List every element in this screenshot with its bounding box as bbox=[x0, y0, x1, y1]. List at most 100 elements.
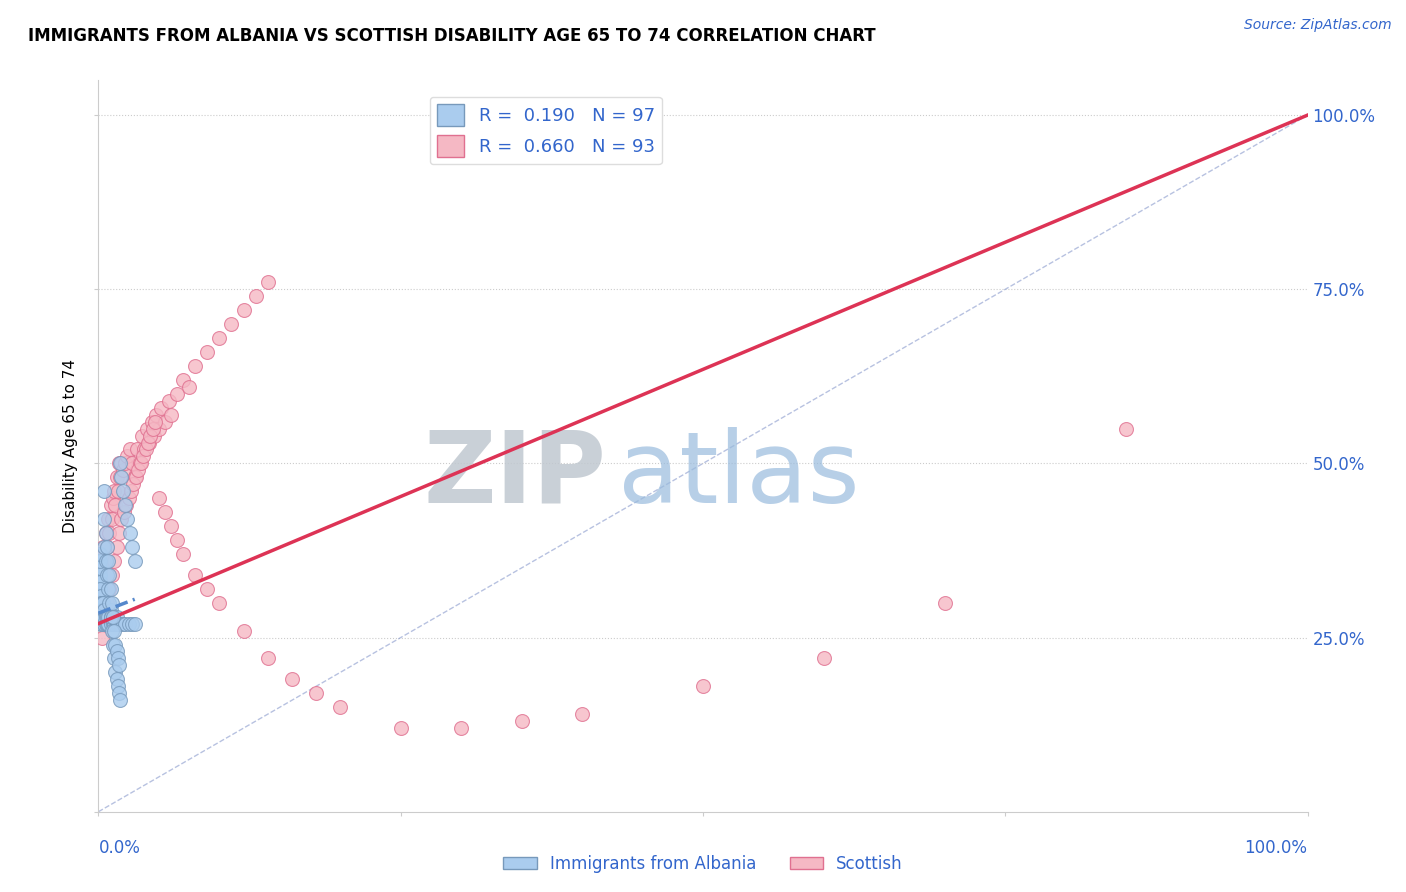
Point bbox=[112, 505, 135, 519]
Point bbox=[110, 512, 132, 526]
Point bbox=[89, 603, 111, 617]
Point bbox=[93, 609, 115, 624]
Point bbox=[143, 428, 166, 442]
Point bbox=[184, 567, 207, 582]
Point bbox=[221, 317, 243, 331]
Point bbox=[89, 589, 111, 603]
Point bbox=[89, 582, 111, 596]
Point bbox=[101, 609, 124, 624]
Point bbox=[135, 442, 157, 457]
Point bbox=[134, 442, 156, 457]
Point bbox=[90, 609, 112, 624]
Point bbox=[571, 707, 593, 722]
Point bbox=[93, 512, 115, 526]
Point bbox=[90, 596, 112, 610]
Point bbox=[90, 616, 112, 631]
Point bbox=[142, 421, 165, 435]
Point bbox=[172, 547, 194, 561]
Point bbox=[114, 616, 136, 631]
Point bbox=[256, 651, 278, 665]
Point bbox=[125, 470, 148, 484]
Point bbox=[117, 450, 139, 464]
Point bbox=[100, 616, 122, 631]
Point bbox=[91, 631, 114, 645]
Point bbox=[100, 567, 122, 582]
Point bbox=[179, 380, 201, 394]
Point bbox=[127, 442, 149, 457]
Point bbox=[121, 540, 143, 554]
Point bbox=[108, 457, 131, 471]
Point bbox=[128, 457, 150, 471]
Point bbox=[150, 401, 173, 415]
Point bbox=[389, 721, 412, 735]
Point bbox=[91, 596, 114, 610]
Point bbox=[1115, 421, 1137, 435]
Point bbox=[94, 616, 117, 631]
Point bbox=[104, 665, 127, 680]
Point bbox=[692, 679, 714, 693]
Point bbox=[100, 609, 122, 624]
Point bbox=[107, 651, 129, 665]
Point bbox=[101, 638, 124, 652]
Point bbox=[110, 457, 132, 471]
Point bbox=[105, 644, 128, 658]
Point bbox=[91, 596, 114, 610]
Point bbox=[97, 616, 120, 631]
Point bbox=[98, 526, 121, 541]
Point bbox=[89, 561, 111, 575]
Point bbox=[114, 498, 136, 512]
Point bbox=[245, 289, 267, 303]
Point bbox=[96, 540, 118, 554]
Point bbox=[153, 505, 176, 519]
Point bbox=[148, 491, 170, 506]
Point bbox=[108, 457, 131, 471]
Point bbox=[97, 609, 120, 624]
Point bbox=[89, 567, 111, 582]
Point bbox=[122, 477, 145, 491]
Point bbox=[87, 582, 110, 596]
Point bbox=[91, 603, 114, 617]
Point bbox=[87, 596, 110, 610]
Point bbox=[87, 554, 110, 568]
Point bbox=[89, 554, 111, 568]
Point bbox=[124, 470, 146, 484]
Point bbox=[107, 484, 129, 499]
Point bbox=[129, 457, 152, 471]
Point bbox=[97, 554, 120, 568]
Point bbox=[89, 596, 111, 610]
Point bbox=[89, 603, 111, 617]
Point bbox=[90, 561, 112, 575]
Point bbox=[108, 526, 131, 541]
Legend: R =  0.190   N = 97, R =  0.660   N = 93: R = 0.190 N = 97, R = 0.660 N = 93 bbox=[430, 96, 662, 164]
Point bbox=[131, 428, 153, 442]
Point bbox=[91, 616, 114, 631]
Point bbox=[103, 554, 125, 568]
Point bbox=[93, 540, 115, 554]
Text: 0.0%: 0.0% bbox=[98, 839, 141, 857]
Point bbox=[96, 567, 118, 582]
Point bbox=[139, 428, 162, 442]
Point bbox=[89, 547, 111, 561]
Point bbox=[98, 582, 121, 596]
Point bbox=[136, 435, 159, 450]
Point bbox=[111, 616, 134, 631]
Point bbox=[103, 484, 125, 499]
Point bbox=[94, 609, 117, 624]
Point bbox=[90, 589, 112, 603]
Point bbox=[124, 616, 146, 631]
Point bbox=[100, 624, 122, 638]
Point bbox=[105, 540, 128, 554]
Point bbox=[93, 616, 115, 631]
Point bbox=[103, 651, 125, 665]
Point bbox=[108, 658, 131, 673]
Point bbox=[100, 498, 122, 512]
Point bbox=[114, 457, 136, 471]
Point bbox=[153, 415, 176, 429]
Point bbox=[172, 373, 194, 387]
Point bbox=[138, 435, 160, 450]
Point bbox=[111, 484, 134, 499]
Point bbox=[93, 554, 115, 568]
Point bbox=[96, 540, 118, 554]
Point bbox=[104, 638, 127, 652]
Point bbox=[104, 498, 127, 512]
